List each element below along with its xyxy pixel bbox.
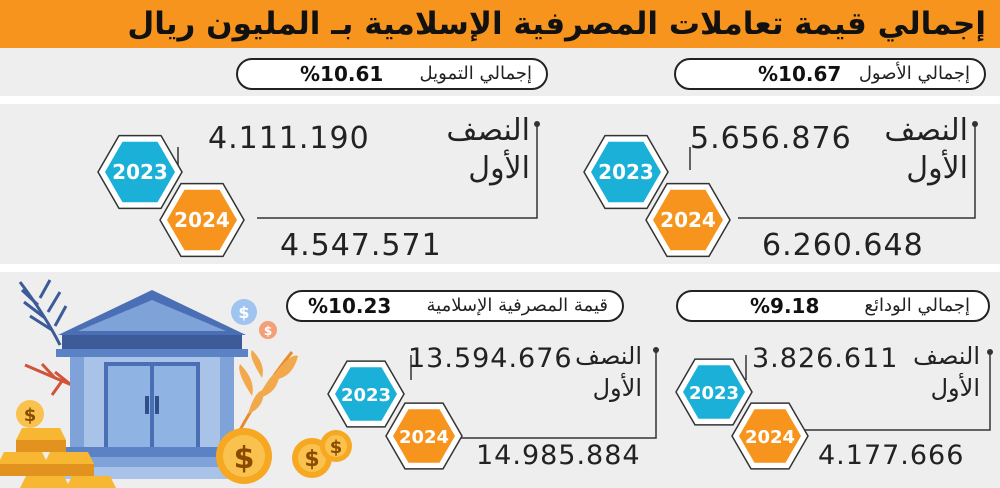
- islamic-value-2023: 13.594.676: [408, 343, 573, 374]
- gold-bars-icon: [0, 428, 116, 488]
- year-label: 2023: [112, 160, 168, 184]
- hexagon-fill: [393, 409, 455, 463]
- coin-dollar-icon: $ $ $ $ $ $: [16, 299, 352, 484]
- title-bar: إجمالي قيمة تعاملات المصرفية الإسلامية ب…: [0, 0, 1000, 48]
- hexagon-fill: [335, 367, 397, 421]
- year-label: 2023: [341, 385, 391, 406]
- year-badge-2023: 2023: [583, 134, 669, 210]
- year-label: 2023: [598, 160, 654, 184]
- coin-symbol-3: $: [330, 437, 343, 458]
- year-label: 2024: [399, 427, 449, 448]
- coin-symbol-6: $: [264, 324, 272, 338]
- deposits-growth-pill: إجمالي الودائع %9.18: [676, 290, 990, 322]
- islamic-growth: %10.23: [308, 294, 392, 318]
- hexagon-fill: [683, 365, 745, 419]
- leaf-branch-orange-icon: [238, 350, 298, 431]
- year-badge-2024: 2024: [385, 402, 463, 470]
- year-label: 2024: [745, 427, 795, 448]
- leaf-branch-blue-icon: [18, 279, 68, 346]
- assets-growth: %10.67: [758, 62, 842, 86]
- financing-growth: %10.61: [300, 62, 384, 86]
- deposits-growth: %9.18: [750, 294, 820, 318]
- deposits-value-2024: 4.177.666: [818, 440, 965, 471]
- coin-symbol-5: $: [238, 303, 249, 322]
- financing-value-2023: 4.111.190: [208, 121, 370, 156]
- hexagon-fill: [167, 189, 237, 251]
- islamic-period: النصف الأول: [575, 342, 642, 402]
- assets-value-2023: 5.656.876: [690, 121, 852, 156]
- year-badge-2023: 2023: [97, 134, 183, 210]
- financing-growth-pill: إجمالي التمويل %10.61: [236, 58, 548, 90]
- coin-symbol-4: $: [24, 405, 37, 426]
- assets-period: النصف الأول: [884, 113, 968, 186]
- year-label: 2024: [660, 208, 716, 232]
- financing-label: إجمالي التمويل: [419, 63, 533, 84]
- assets-growth-pill: إجمالي الأصول %10.67: [674, 58, 986, 90]
- hexagon-fill: [653, 189, 723, 251]
- year-badge-2024: 2024: [731, 402, 809, 470]
- islamic-growth-pill: قيمة المصرفية الإسلامية %10.23: [286, 290, 624, 322]
- assets-value-2024: 6.260.648: [762, 228, 924, 263]
- page-title: إجمالي قيمة تعاملات المصرفية الإسلامية ب…: [127, 6, 986, 42]
- bank-building-icon: [44, 290, 260, 479]
- deposits-label: إجمالي الودائع: [864, 295, 970, 316]
- assets-label: إجمالي الأصول: [858, 63, 970, 84]
- hexagon-fill: [591, 141, 661, 203]
- coin-symbol-1: $: [234, 441, 255, 476]
- financing-value-2024: 4.547.571: [280, 228, 442, 263]
- year-badge-2023: 2023: [327, 360, 405, 428]
- financing-period: النصف الأول: [446, 113, 530, 186]
- year-label: 2023: [689, 383, 739, 404]
- islamic-value-2024: 14.985.884: [476, 440, 641, 471]
- separator-top: [0, 96, 1000, 104]
- hexagon-fill: [739, 409, 801, 463]
- coin-symbol-2: $: [304, 447, 319, 472]
- year-badge-2024: 2024: [645, 182, 731, 258]
- deposits-period: النصف الأول: [913, 342, 980, 402]
- islamic-label: قيمة المصرفية الإسلامية: [426, 295, 608, 316]
- deposits-value-2023: 3.826.611: [752, 343, 899, 374]
- year-label: 2024: [174, 208, 230, 232]
- separator-middle: [0, 264, 1000, 272]
- year-badge-2024: 2024: [159, 182, 245, 258]
- hexagon-fill: [105, 141, 175, 203]
- year-badge-2023: 2023: [675, 358, 753, 426]
